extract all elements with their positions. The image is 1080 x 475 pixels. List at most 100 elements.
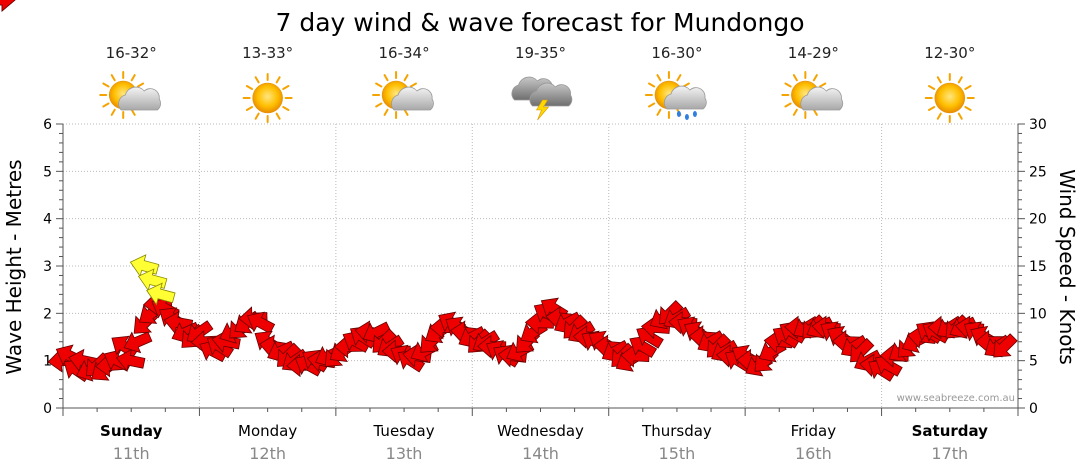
left-tick-label: 0 (43, 401, 52, 417)
right-tick-label: 15 (1029, 259, 1047, 275)
sun-ray (792, 108, 798, 116)
date-label: 12th (249, 444, 286, 463)
sun-ray (648, 82, 656, 88)
sun-ray (275, 112, 281, 120)
sun-ray (130, 74, 136, 82)
sun-ray (784, 82, 792, 88)
sun-ray (928, 106, 936, 111)
day-label: Wednesday (497, 422, 584, 440)
cloud-shape (391, 86, 434, 111)
sun-ray (409, 82, 417, 88)
temperature-label: 16-32° (106, 44, 157, 62)
wind-arrow (0, 0, 16, 12)
sun-disc (252, 82, 283, 114)
temperature-label: 16-30° (651, 44, 702, 62)
day-label: Sunday (100, 422, 163, 440)
sun-ray (792, 74, 798, 82)
wind-arrow (629, 335, 658, 358)
sun-ray (102, 102, 110, 108)
sun-disc (934, 82, 966, 114)
sunny-icon (242, 73, 293, 123)
sun-ray (102, 82, 110, 88)
sun-ray (130, 108, 136, 116)
lightning-bolt (535, 99, 550, 121)
cloud-shape (529, 82, 573, 107)
left-tick-label: 2 (43, 306, 52, 322)
sun-ray (656, 74, 662, 82)
axes (56, 123, 1025, 416)
sun-ray (275, 76, 281, 84)
right-tick-label: 10 (1029, 306, 1047, 322)
temperature-label: 16-34° (379, 44, 430, 62)
cloud-shape (663, 85, 707, 110)
sun-ray (403, 108, 409, 116)
wind-arrow (246, 311, 276, 334)
showers-icon (644, 71, 707, 120)
sun-ray (936, 112, 942, 120)
sun-ray (784, 102, 792, 108)
date-label: 15th (659, 444, 696, 463)
sun-ray (245, 106, 254, 111)
sunny-icon (924, 73, 975, 123)
cloud-shape (800, 86, 844, 111)
sun-ray (936, 76, 942, 84)
sun-ray (110, 108, 116, 116)
sun-ray (254, 76, 260, 84)
right-axis-label: Wind Speed - Knots (1055, 169, 1079, 365)
right-tick-label: 30 (1029, 117, 1047, 133)
sun-ray (110, 74, 116, 82)
sun-ray (136, 82, 145, 88)
wind-speed-series (0, 0, 1018, 383)
day-labels: Sunday 11th Monday 12th Tuesday 13th Wednesday… (100, 422, 988, 463)
day-label: Saturday (912, 422, 989, 440)
temperature-label: 12-30° (924, 44, 975, 62)
cloud-shape (118, 86, 161, 111)
left-y-ticks: 0 1 2 3 4 5 6 (43, 117, 52, 417)
partly-cloudy-icon (781, 71, 844, 119)
right-tick-label: 20 (1029, 212, 1047, 228)
sun-ray (282, 85, 290, 90)
left-tick-label: 1 (43, 354, 52, 370)
date-label: 13th (386, 444, 423, 463)
date-label: 16th (795, 444, 832, 463)
temperature-label: 14-29° (788, 44, 839, 62)
left-axis-label: Wave Height - Metres (2, 159, 26, 374)
left-tick-label: 3 (43, 259, 52, 275)
wind-arrow (993, 333, 1018, 358)
sun-ray (928, 85, 936, 90)
right-tick-label: 0 (1029, 401, 1038, 417)
sun-ray (648, 102, 656, 108)
wind-arrow (211, 329, 241, 354)
credit-text: www.seabreeze.com.au (897, 393, 1015, 404)
sun-ray (245, 85, 254, 90)
raindrop (684, 114, 689, 120)
sun-ray (282, 106, 290, 111)
sun-ray (383, 108, 389, 116)
temperature-label: 19-35° (515, 44, 566, 62)
wave-height-series (129, 254, 176, 306)
date-label: 11th (113, 444, 150, 463)
sun-ray (656, 108, 662, 116)
sun-ray (812, 74, 818, 82)
raindrop (692, 111, 697, 117)
wind-arrow (123, 331, 153, 354)
left-tick-label: 4 (43, 212, 52, 228)
sun-ray (383, 74, 389, 82)
right-tick-label: 25 (1029, 164, 1047, 180)
right-y-ticks: 0 5 10 15 20 25 30 (1029, 117, 1047, 417)
wave-arrow (146, 282, 176, 306)
temperature-label: 13-33° (242, 44, 293, 62)
left-tick-label: 5 (43, 164, 52, 180)
day-label: Friday (791, 422, 837, 440)
sun-ray (957, 76, 963, 84)
raindrop (676, 111, 681, 117)
daily-temperatures: 16-32° 13-33° 16-34° 19-35° 16-30° 14-29° 12-3… (106, 44, 976, 62)
chart-title: 7 day wind & wave forecast for Mundongo (276, 8, 805, 37)
partly-cloudy-icon (372, 71, 434, 119)
left-tick-label: 6 (43, 117, 52, 133)
sun-ray (964, 106, 972, 111)
sun-ray (812, 108, 818, 116)
sun-ray (819, 82, 827, 88)
weather-icons (99, 71, 975, 123)
